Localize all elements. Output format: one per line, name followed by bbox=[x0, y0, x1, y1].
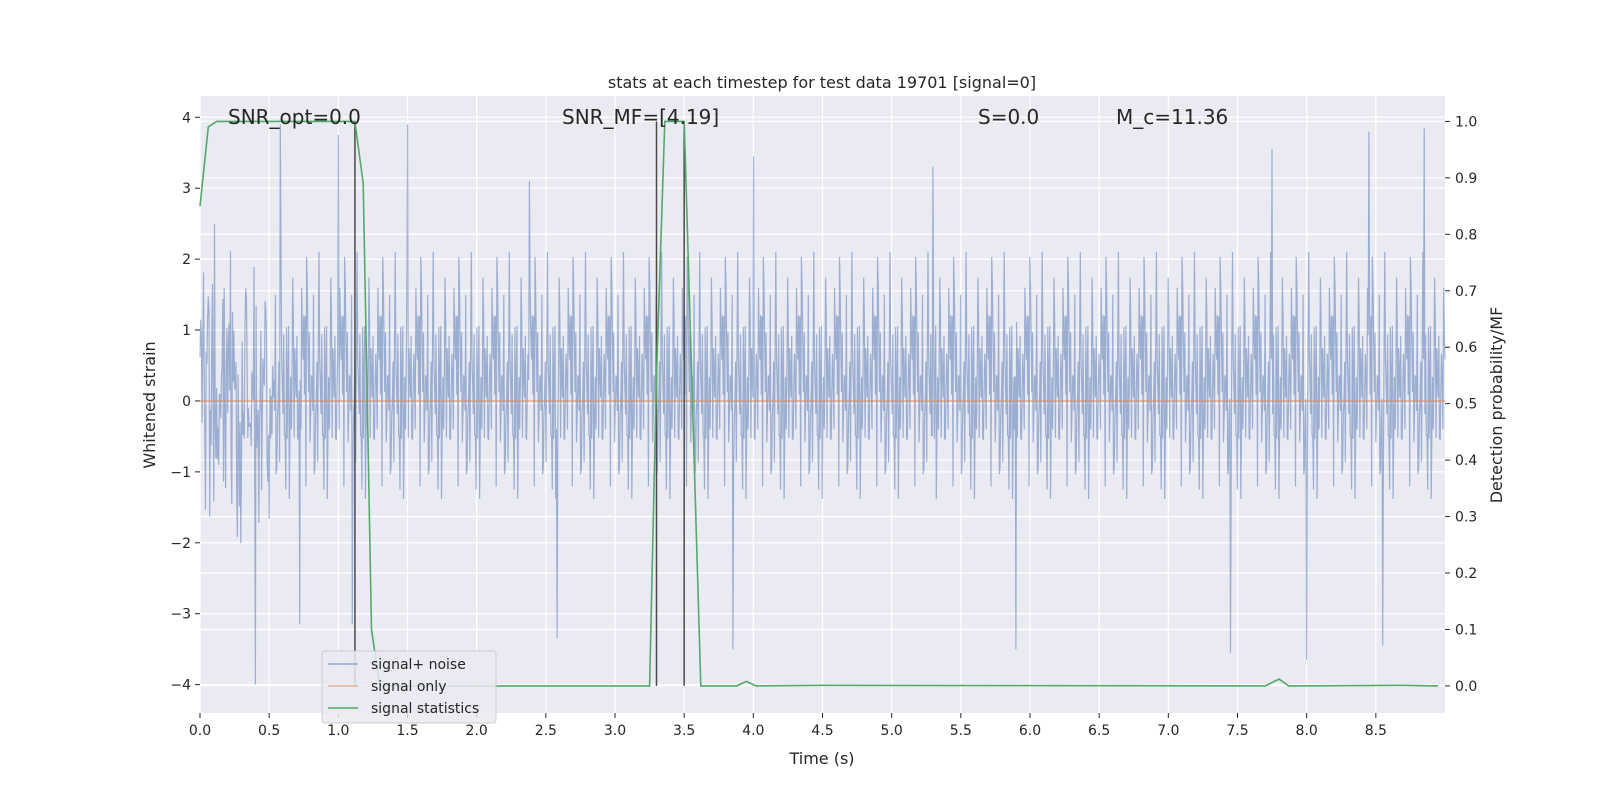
y-right-tick-label: 1.0 bbox=[1455, 114, 1477, 130]
y-left-tick-label: 1 bbox=[182, 323, 191, 339]
legend-label-signal-only: signal only bbox=[371, 679, 446, 695]
x-tick-label: 4.5 bbox=[811, 723, 833, 739]
annotation-snr-opt: SNR_opt=0.0 bbox=[228, 105, 361, 129]
legend-label-signal-statistics: signal statistics bbox=[371, 701, 479, 717]
x-tick-label: 4.0 bbox=[742, 723, 764, 739]
x-axis-title: Time (s) bbox=[788, 749, 854, 768]
signal-noise-line bbox=[199, 124, 1446, 685]
x-tick-label: 3.0 bbox=[604, 723, 626, 739]
x-tick-label: 8.5 bbox=[1365, 723, 1387, 739]
x-tick-label: 7.0 bbox=[1157, 723, 1179, 739]
x-tick-label: 6.5 bbox=[1088, 723, 1110, 739]
x-tick-label: 3.5 bbox=[673, 723, 695, 739]
x-tick-label: 2.0 bbox=[466, 723, 488, 739]
annotation-snr-mf: SNR_MF=[4.19] bbox=[562, 105, 719, 129]
annotation-mc: M_c=11.36 bbox=[1116, 105, 1228, 129]
y-left-tick-label: 0 bbox=[182, 394, 191, 410]
legend-box bbox=[321, 650, 497, 724]
y-left-tick-label: 4 bbox=[182, 110, 191, 126]
y-right-tick-label: 0.1 bbox=[1455, 622, 1477, 638]
x-tick-label: 5.0 bbox=[881, 723, 903, 739]
series-signal-statistics bbox=[199, 120, 1439, 687]
y-right-tick-label: 0.2 bbox=[1455, 566, 1477, 582]
y-left-tick-label: −1 bbox=[170, 465, 191, 481]
x-tick-label: 6.0 bbox=[1019, 723, 1041, 739]
x-tick-label: 5.5 bbox=[950, 723, 972, 739]
y-right-tick-label: 0.5 bbox=[1455, 397, 1477, 413]
x-tick-label: 1.5 bbox=[396, 723, 418, 739]
y-left-axis-ticks: −4 −3 −2 −1 0 1 2 3 4 bbox=[170, 110, 200, 694]
x-axis-ticks: 0.0 0.5 1.0 1.5 2.0 2.5 3.0 3.5 4.0 4.5 5.0 5.5 6.0 6… bbox=[189, 713, 1387, 739]
y-right-tick-label: 0.4 bbox=[1455, 453, 1477, 469]
y-left-tick-label: −4 bbox=[170, 678, 191, 694]
annotation-s: S=0.0 bbox=[978, 105, 1039, 129]
chart-title: stats at each timestep for test data 197… bbox=[608, 73, 1036, 92]
signal-statistics-line bbox=[199, 120, 1439, 687]
y-left-tick-label: −2 bbox=[170, 536, 191, 552]
y-right-axis-ticks: 0.0 0.1 0.2 0.3 0.4 0.5 0.6 0.7 0.8 0.9 1.0 bbox=[1445, 114, 1477, 695]
y-right-tick-label: 0.6 bbox=[1455, 340, 1477, 356]
series-signal-noise bbox=[199, 124, 1446, 685]
y-right-tick-label: 0.8 bbox=[1455, 227, 1477, 243]
legend-label-signal-noise: signal+ noise bbox=[371, 657, 466, 673]
x-tick-label: 0.0 bbox=[189, 723, 211, 739]
y-right-tick-label: 0.0 bbox=[1455, 679, 1477, 695]
y-right-tick-label: 0.9 bbox=[1455, 171, 1477, 187]
x-tick-label: 8.0 bbox=[1296, 723, 1318, 739]
y-right-axis-title: Detection probability/MF bbox=[1487, 307, 1506, 504]
legend: signal+ noise signal only signal statist… bbox=[321, 650, 497, 724]
y-right-tick-label: 0.3 bbox=[1455, 510, 1477, 526]
y-left-tick-label: 2 bbox=[182, 252, 191, 268]
y-left-axis-title: Whitened strain bbox=[140, 341, 159, 468]
y-left-tick-label: −3 bbox=[170, 607, 191, 623]
x-tick-label: 7.5 bbox=[1226, 723, 1248, 739]
y-left-tick-label: 3 bbox=[182, 181, 191, 197]
x-tick-label: 1.0 bbox=[327, 723, 349, 739]
x-tick-label: 0.5 bbox=[258, 723, 280, 739]
y-right-tick-label: 0.7 bbox=[1455, 284, 1477, 300]
x-tick-label: 2.5 bbox=[535, 723, 557, 739]
